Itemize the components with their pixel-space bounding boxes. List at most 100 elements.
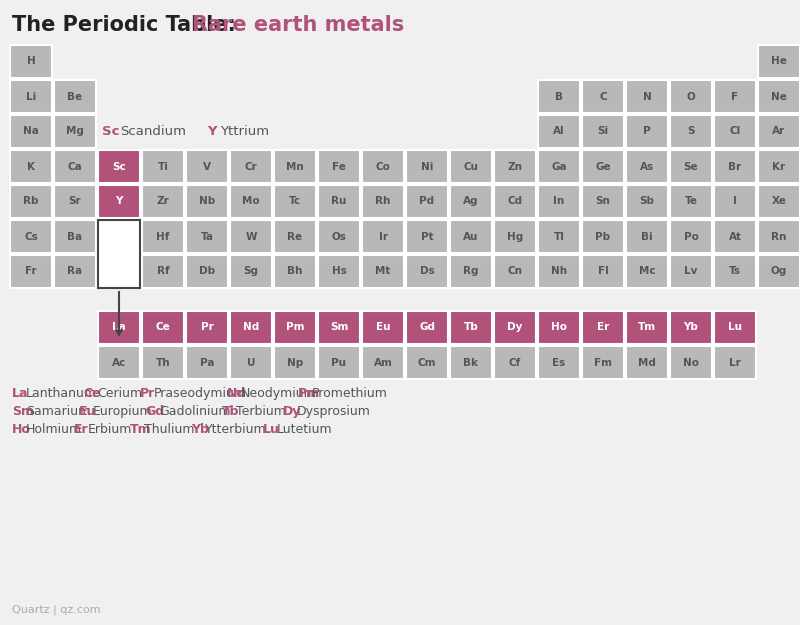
Bar [406,220,448,253]
Bar [318,311,360,344]
Bar [98,346,140,379]
Text: Co: Co [375,161,390,171]
Text: Erbium: Erbium [88,423,132,436]
Text: Bk: Bk [463,357,478,367]
Text: Cr: Cr [245,161,258,171]
Bar [582,311,624,344]
Text: Er: Er [74,423,88,436]
Text: Yttrium: Yttrium [220,125,269,138]
Bar [274,220,316,253]
Text: Fm: Fm [594,357,612,367]
Bar [318,255,360,288]
Text: Au: Au [463,231,478,241]
Bar [714,150,756,183]
Bar [142,150,184,183]
Bar [538,311,580,344]
Bar [670,220,712,253]
Text: Sg: Sg [243,266,258,276]
Text: Cerium: Cerium [98,387,143,400]
Text: O: O [686,91,695,101]
Text: Fe: Fe [332,161,346,171]
Text: Gadolinium: Gadolinium [159,405,230,418]
Bar [98,220,140,288]
Bar [406,150,448,183]
Text: Cn: Cn [507,266,522,276]
Text: No: No [683,357,699,367]
Bar [406,346,448,379]
Text: W: W [246,231,257,241]
Bar [582,115,624,148]
Text: Ba: Ba [67,231,82,241]
Bar [142,346,184,379]
Text: Ho: Ho [551,322,567,332]
Text: Lu: Lu [728,322,742,332]
Text: Pu: Pu [331,357,346,367]
Bar [758,45,800,78]
Bar [10,150,52,183]
Bar [318,150,360,183]
Text: Ce: Ce [83,387,101,400]
Bar [670,311,712,344]
Bar [54,185,96,218]
Text: Lu: Lu [262,423,280,436]
Bar [98,255,140,288]
Text: Tm: Tm [130,423,151,436]
Text: Ds: Ds [420,266,434,276]
Bar [626,255,668,288]
Bar [626,185,668,218]
Text: Bi: Bi [641,231,653,241]
Text: Si: Si [598,126,609,136]
Bar [538,255,580,288]
Text: Hf: Hf [156,231,170,241]
Bar [758,150,800,183]
Text: Db: Db [199,266,215,276]
Text: Sr: Sr [69,196,82,206]
Bar [98,220,140,253]
Text: As: As [640,161,654,171]
Bar [758,220,800,253]
Bar [714,185,756,218]
Text: Ac: Ac [112,357,126,367]
Text: Rn: Rn [771,231,786,241]
Text: Ir: Ir [378,231,387,241]
Text: Rb: Rb [23,196,38,206]
Bar [714,346,756,379]
Text: Gd: Gd [419,322,435,332]
Text: Ge: Ge [595,161,611,171]
Bar [538,220,580,253]
Text: Praseodymium: Praseodymium [154,387,247,400]
Bar [142,311,184,344]
Text: Nd: Nd [243,322,259,332]
Text: Ti: Ti [158,161,169,171]
Text: Sc: Sc [102,125,119,138]
Bar [494,255,536,288]
Bar [450,185,492,218]
Bar [54,255,96,288]
Text: Cm: Cm [418,357,436,367]
Text: Tl: Tl [554,231,565,241]
Bar [538,185,580,218]
Bar [10,255,52,288]
Text: Ne: Ne [771,91,787,101]
Bar [54,220,96,253]
Text: Tb: Tb [464,322,478,332]
Bar [142,255,184,288]
Text: Sm: Sm [12,405,34,418]
Text: Pa: Pa [200,357,214,367]
Text: Li: Li [26,91,36,101]
Bar [274,255,316,288]
Text: Scandium: Scandium [120,125,186,138]
Bar [582,185,624,218]
Bar [10,45,52,78]
Bar [362,220,404,253]
Text: In: In [554,196,565,206]
Text: Neodymium: Neodymium [241,387,317,400]
Bar [582,150,624,183]
Text: Te: Te [685,196,698,206]
Text: Dy: Dy [283,405,302,418]
Bar [714,115,756,148]
Text: Mo: Mo [242,196,260,206]
Text: Ts: Ts [729,266,741,276]
Text: Eu: Eu [376,322,390,332]
Text: Nb: Nb [199,196,215,206]
